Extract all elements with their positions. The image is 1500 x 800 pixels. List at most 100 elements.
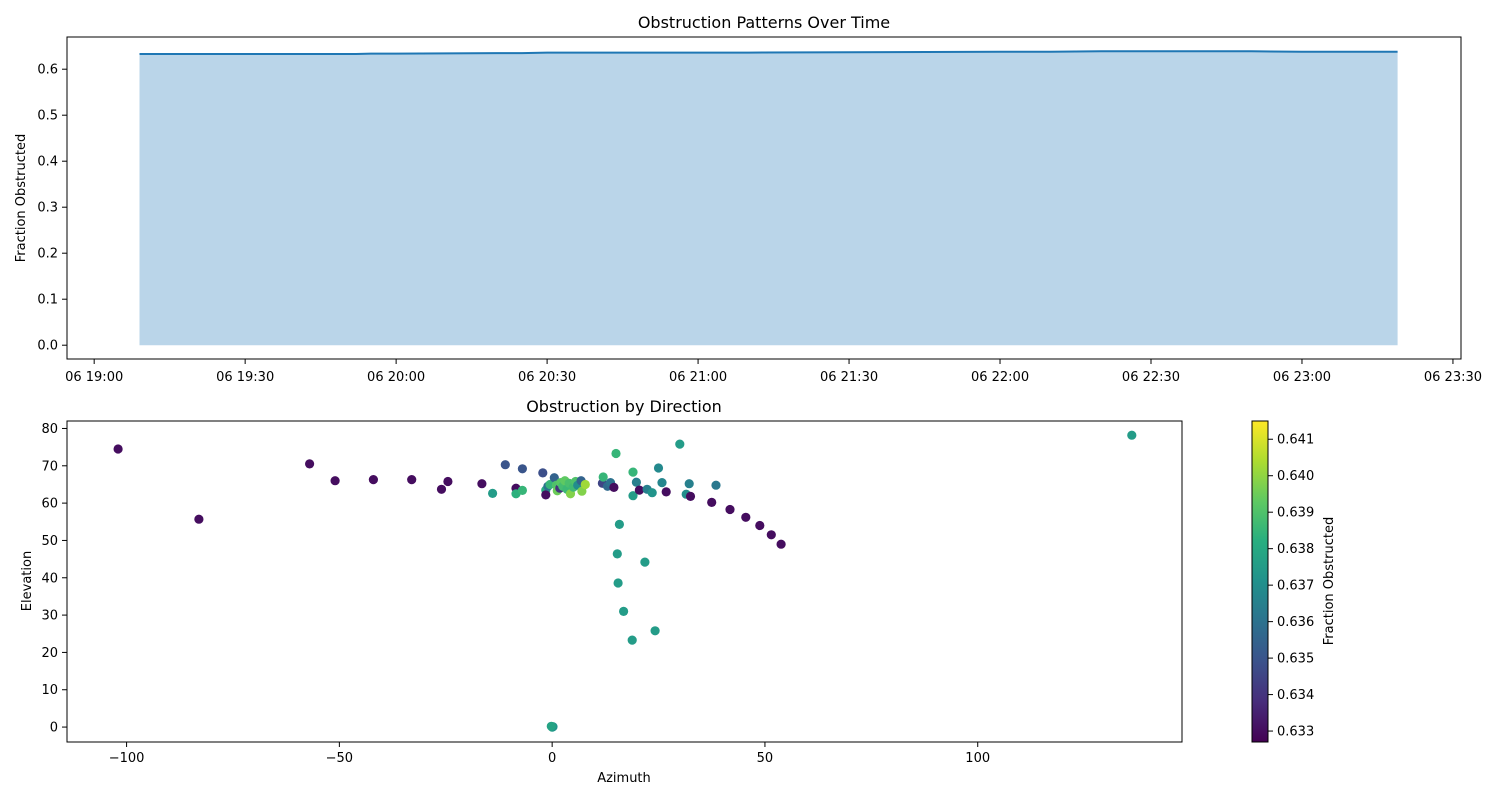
time-x-tick-label: 06 21:00	[669, 370, 727, 385]
colorbar-tick-label: 0.641	[1277, 433, 1314, 448]
time-y-tick-label: 0.5	[37, 109, 58, 124]
direction-x-tick-label: −100	[109, 751, 145, 766]
scatter-point	[685, 491, 696, 501]
colorbar-tick-label: 0.635	[1277, 652, 1314, 667]
time-y-tick-label: 0.6	[37, 63, 58, 78]
scatter-point	[546, 721, 556, 731]
colorbar-ticks: 0.633 0.634 0.635 0.636 0.637 0.638 0.639 0.640…	[1268, 433, 1314, 740]
colorbar-gradient	[1251, 420, 1269, 743]
time-y-tick-label: 0.4	[37, 155, 58, 170]
direction-y-tick-label: 60	[41, 497, 58, 512]
colorbar-tick-label: 0.634	[1277, 688, 1314, 703]
time-chart-frame	[66, 36, 1462, 360]
time-x-tick-label: 06 22:00	[971, 370, 1029, 385]
scatter-point	[443, 476, 453, 487]
scatter-point	[580, 479, 590, 490]
colorbar: 0.633 0.634 0.635 0.636 0.637 0.638 0.639 0.640…	[1251, 420, 1337, 743]
colorbar-tick-label: 0.638	[1277, 542, 1314, 557]
scatter-point	[776, 539, 786, 549]
scatter-point	[725, 504, 735, 515]
direction-chart-title: Obstruction by Direction	[526, 397, 722, 416]
direction-chart-xlabel: Azimuth	[597, 771, 651, 786]
scatter-point	[500, 460, 510, 470]
scatter-point	[661, 487, 671, 497]
direction-x-tick-label: 100	[965, 751, 990, 766]
time-chart-series	[139, 50, 1398, 346]
scatter-point	[755, 520, 765, 531]
time-y-tick-label: 0.3	[37, 201, 58, 216]
time-x-tick-label: 06 19:00	[65, 370, 123, 385]
scatter-point	[541, 490, 551, 500]
time-x-tick-label: 06 23:30	[1424, 370, 1482, 385]
time-y-tick-label: 0.0	[37, 339, 58, 354]
direction-y-tick-label: 10	[41, 683, 58, 698]
colorbar-tick-label: 0.636	[1277, 615, 1314, 630]
time-chart-y-ticks: 0.0 0.1 0.2 0.3 0.4 0.5 0.6	[37, 63, 67, 354]
time-x-tick-label: 06 23:00	[1273, 370, 1331, 385]
direction-chart: Obstruction by Direction 0 10 20 30 40 50 60 70…	[20, 397, 1183, 786]
scatter-point	[619, 606, 629, 617]
scatter-point	[488, 488, 498, 498]
time-x-tick-label: 06 22:30	[1122, 370, 1180, 385]
scatter-point	[653, 463, 664, 473]
scatter-point	[631, 477, 642, 487]
scatter-point	[711, 480, 721, 490]
scatter-point	[650, 626, 660, 636]
direction-y-tick-label: 80	[41, 422, 58, 437]
scatter-point	[766, 530, 776, 540]
scatter-point	[436, 484, 447, 494]
direction-chart-ylabel: Elevation	[20, 551, 35, 611]
direction-y-tick-label: 70	[41, 459, 58, 474]
direction-y-tick-label: 0	[50, 721, 58, 736]
colorbar-tick-label: 0.639	[1277, 506, 1314, 521]
scatter-point	[613, 578, 623, 588]
scatter-point	[684, 479, 694, 489]
direction-y-tick-label: 50	[41, 534, 58, 549]
scatter-point	[477, 479, 487, 489]
scatter-point	[538, 468, 548, 478]
colorbar-label: Fraction Obstructed	[1322, 517, 1337, 645]
scatter-point	[741, 512, 751, 522]
scatter-point	[305, 459, 315, 469]
scatter-point	[598, 472, 608, 482]
scatter-point	[517, 485, 528, 495]
direction-chart-y-ticks: 0 10 20 30 40 50 60 70 80	[41, 422, 67, 736]
direction-y-tick-label: 30	[41, 609, 58, 624]
scatter-point	[612, 549, 622, 559]
scatter-point	[368, 475, 378, 485]
scatter-point	[628, 491, 638, 501]
colorbar-tick-label: 0.633	[1277, 725, 1314, 740]
colorbar-tick-label: 0.637	[1277, 579, 1314, 594]
time-x-tick-label: 06 20:30	[518, 370, 576, 385]
direction-chart-x-ticks: −100 −50 0 50 100	[109, 742, 990, 766]
time-chart-title: Obstruction Patterns Over Time	[638, 13, 890, 32]
scatter-point	[549, 473, 559, 483]
time-chart-x-ticks: 06 19:00 06 19:30 06 20:00 06 20:30 06 21:00…	[65, 359, 1482, 385]
time-x-tick-label: 06 20:00	[367, 370, 425, 385]
direction-x-tick-label: −50	[326, 751, 353, 766]
direction-chart-frame	[66, 420, 1183, 743]
scatter-point	[517, 464, 528, 474]
direction-chart-points	[113, 430, 1137, 732]
direction-y-tick-label: 40	[41, 571, 58, 586]
scatter-point	[657, 478, 667, 488]
direction-x-tick-label: 0	[548, 751, 556, 766]
scatter-point	[614, 519, 625, 530]
scatter-point	[194, 514, 204, 524]
scatter-point	[407, 475, 417, 485]
time-x-tick-label: 06 19:30	[216, 370, 274, 385]
scatter-point	[707, 497, 717, 507]
time-series-line	[139, 50, 1398, 55]
direction-x-tick-label: 50	[757, 751, 774, 766]
scatter-point	[627, 635, 637, 645]
time-chart: Obstruction Patterns Over Time 0.0 0.1 0.2…	[14, 13, 1482, 385]
time-x-tick-label: 06 21:30	[820, 370, 878, 385]
scatter-point	[640, 557, 650, 567]
time-series-area-fill	[139, 51, 1398, 346]
scatter-point	[611, 448, 621, 459]
direction-y-tick-label: 20	[41, 646, 58, 661]
scatter-point	[330, 476, 340, 486]
scatter-point	[675, 439, 685, 449]
scatter-point	[647, 488, 657, 498]
